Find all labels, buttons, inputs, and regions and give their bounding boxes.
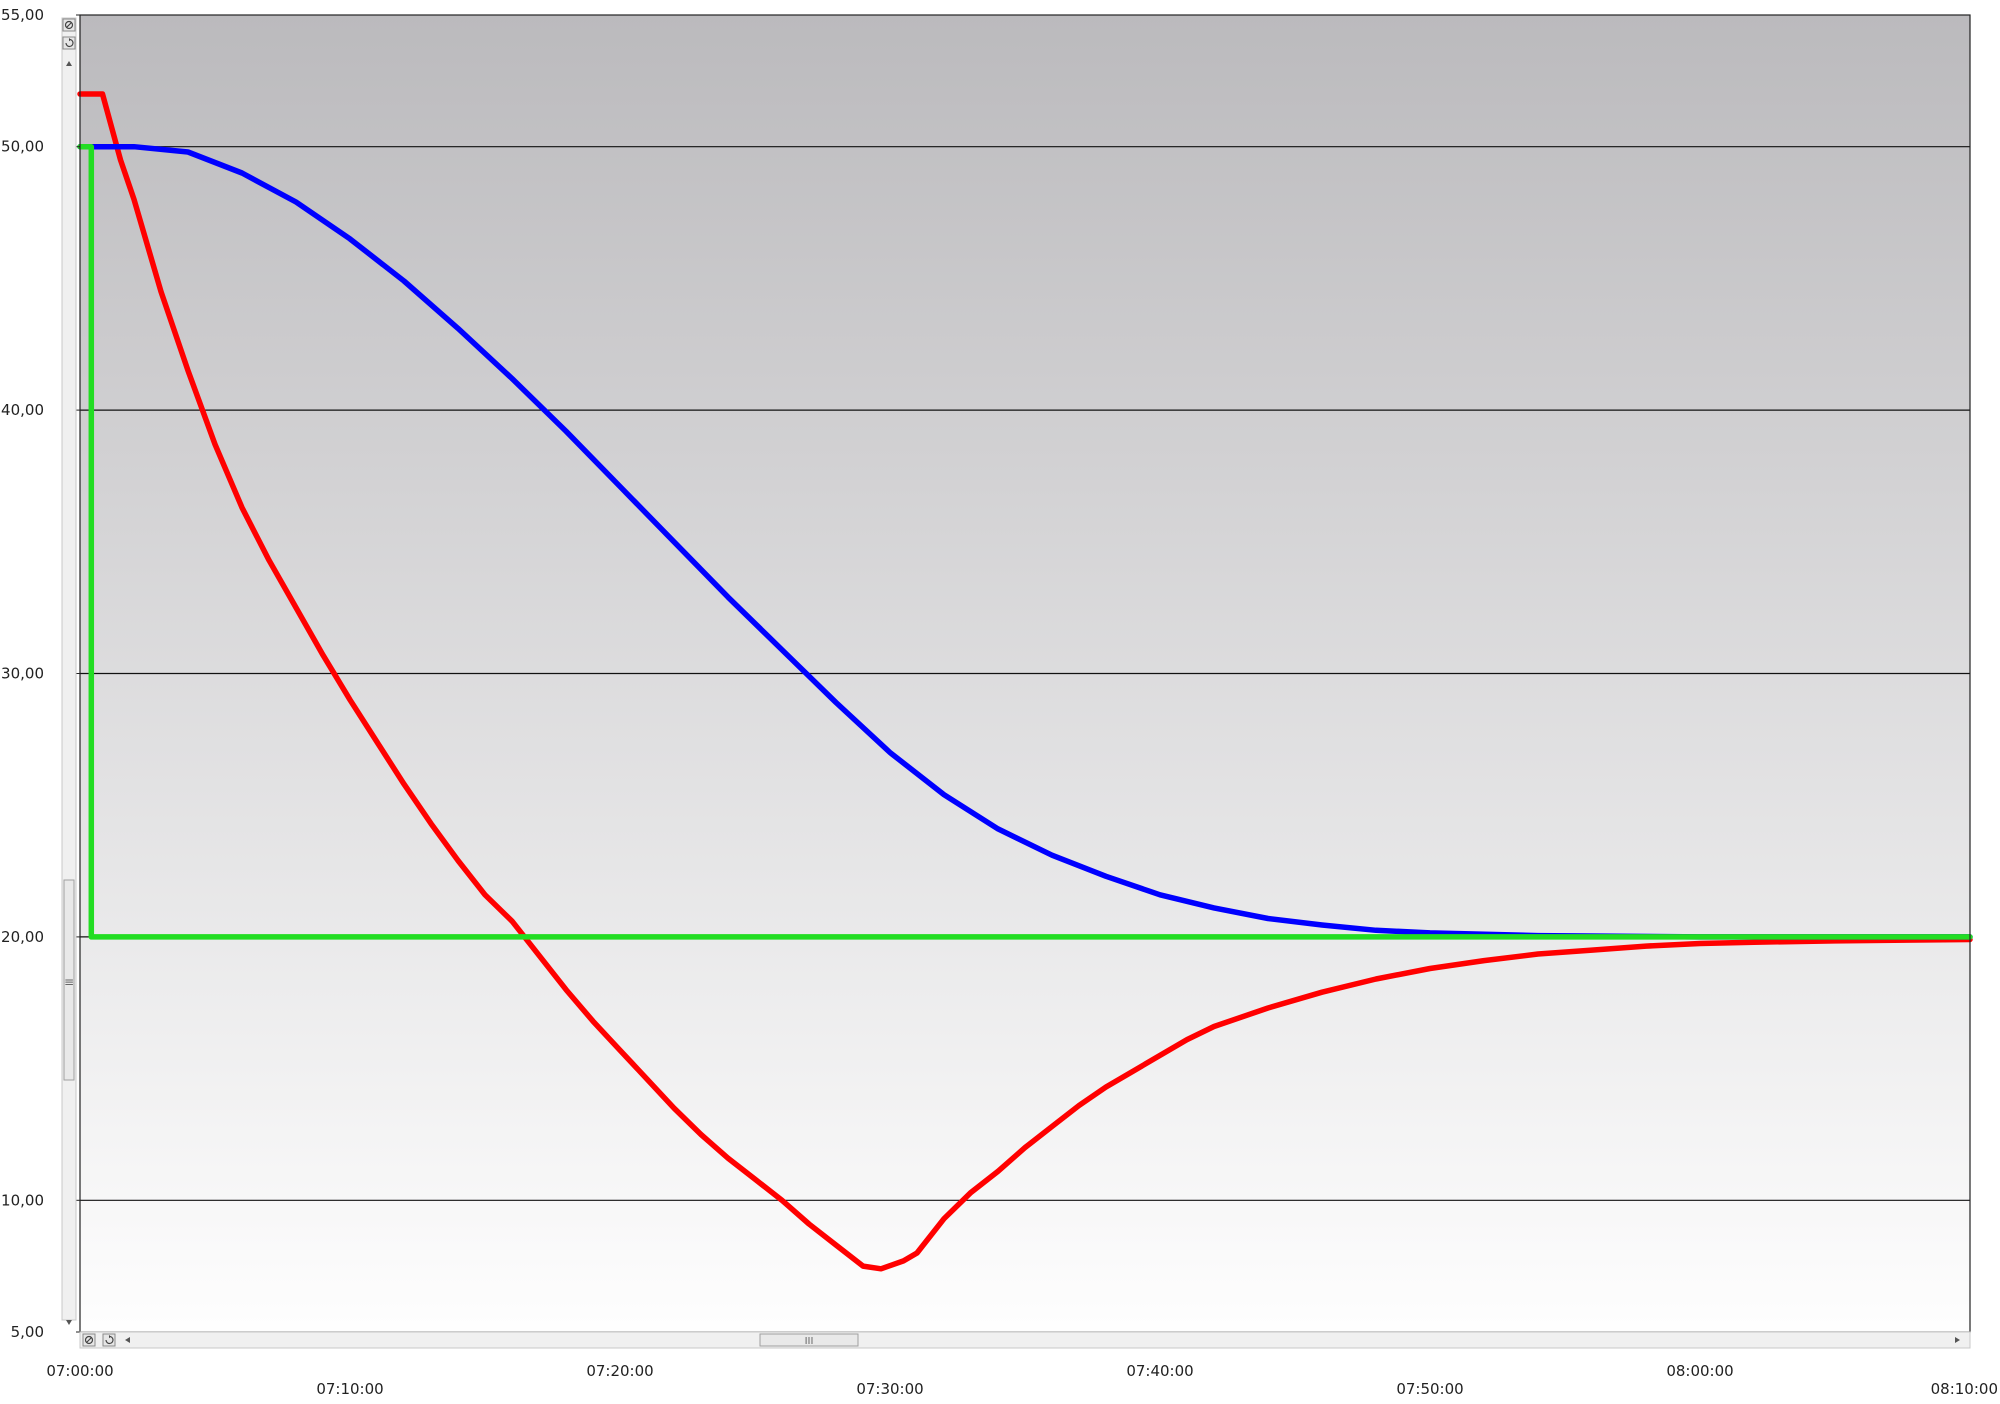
horizontal-scroll-thumb[interactable]	[759, 1333, 859, 1347]
y-tick-label: 55,00	[1, 6, 44, 24]
horizontal-scroll-grip: III	[805, 1336, 814, 1347]
x-tick-label: 08:10:00	[1931, 1380, 1998, 1398]
y-tick-label: 5,00	[11, 1323, 44, 1341]
scroll-left-arrow-icon[interactable]	[125, 1337, 130, 1343]
horizontal-scrollbar[interactable]: III	[79, 1331, 1971, 1349]
x-tick-label: 07:40:00	[1126, 1362, 1193, 1380]
series-line-1	[77, 91, 1973, 1272]
x-tick-label: 07:50:00	[1396, 1380, 1463, 1398]
x-tick-label: 07:20:00	[586, 1362, 653, 1380]
y-tick-label: 50,00	[1, 138, 44, 156]
vertical-scroll-grip: ≡	[64, 975, 74, 989]
scroll-down-arrow-icon[interactable]	[66, 1320, 72, 1325]
y-tick-label: 40,00	[1, 401, 44, 419]
vertical-scrollbar[interactable]: ≡	[61, 17, 77, 1325]
series-line-2	[77, 143, 1973, 940]
vertical-scroll-thumb[interactable]	[63, 879, 75, 1081]
scroll-up-arrow-icon[interactable]	[66, 61, 72, 66]
x-tick-label: 07:30:00	[856, 1380, 923, 1398]
series-line-3	[77, 143, 1973, 940]
x-zoom-undo-icon[interactable]	[102, 1333, 116, 1347]
x-zoom-reset-icon[interactable]	[82, 1333, 96, 1347]
scroll-right-arrow-icon[interactable]	[1955, 1337, 1960, 1343]
zoom-undo-icon[interactable]	[62, 36, 76, 50]
x-tick-label: 07:00:00	[46, 1362, 113, 1380]
x-tick-label: 07:10:00	[316, 1380, 383, 1398]
zoom-reset-icon[interactable]	[62, 18, 76, 32]
y-tick-label: 30,00	[1, 665, 44, 683]
y-tick-label: 10,00	[1, 1191, 44, 1209]
y-tick-label: 20,00	[1, 928, 44, 946]
axes: 55,00 50,00 40,00 30,00 20,00 10,00 5,00 07:00:…	[1, 6, 1998, 1398]
x-tick-label: 08:00:00	[1666, 1362, 1733, 1380]
series-group	[77, 91, 1973, 1272]
